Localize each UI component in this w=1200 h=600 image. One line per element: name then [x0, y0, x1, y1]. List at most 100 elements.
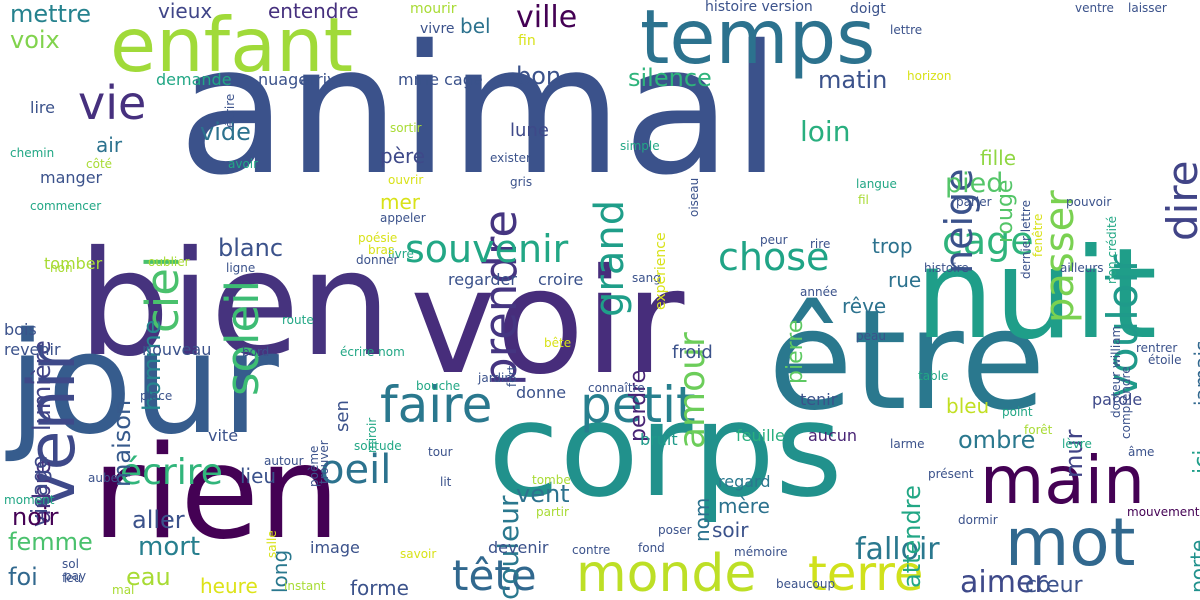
word-111: fin	[518, 33, 536, 49]
word-43: voix	[10, 26, 60, 54]
word-35: ville	[516, 0, 578, 35]
word-149: peau	[856, 329, 886, 343]
word-30: oeil	[320, 447, 392, 493]
word-126: côté	[86, 157, 113, 171]
word-60: vent	[516, 480, 570, 508]
word-39: pied	[945, 168, 1004, 199]
word-131: donner	[356, 253, 399, 267]
word-74: fille	[980, 146, 1017, 170]
word-5: corps	[488, 374, 843, 526]
word-59: forme	[350, 576, 409, 600]
word-54: foi	[8, 563, 38, 591]
word-182: instant	[284, 579, 326, 593]
word-116: laisser	[1128, 1, 1167, 15]
word-82: mer	[380, 190, 421, 214]
word-101: bois	[4, 320, 37, 339]
word-80: rue	[888, 268, 922, 292]
word-58: heure	[200, 574, 258, 598]
word-81: père	[380, 144, 426, 168]
word-72: porte	[1186, 539, 1200, 593]
word-119: simple	[620, 139, 660, 153]
word-84: bel	[460, 14, 491, 38]
word-128: livre	[388, 247, 414, 261]
word-63: lieu	[240, 464, 277, 488]
word-105: demande	[156, 70, 232, 89]
word-155: connaître	[588, 381, 645, 395]
word-11: main	[980, 442, 1145, 519]
word-87: froid	[672, 342, 713, 363]
word-183: beaucoup	[776, 577, 836, 591]
word-169: présent	[928, 467, 974, 481]
word-107: arriver	[300, 70, 354, 89]
word-187: poème	[307, 445, 321, 487]
word-139: langue	[856, 177, 897, 191]
word-66: soir	[712, 518, 749, 542]
word-165: aube	[88, 471, 118, 485]
word-145: route	[282, 313, 314, 327]
word-173: poser	[658, 523, 692, 537]
word-44: entendre	[268, 0, 359, 23]
word-104: tomber	[44, 254, 103, 273]
word-124: avoir	[228, 157, 259, 171]
word-52: noir	[12, 503, 59, 531]
word-135: peur	[760, 233, 788, 247]
word-1: bien	[78, 220, 392, 389]
word-153: jardin	[478, 371, 512, 385]
word-136: rire	[810, 237, 831, 251]
word-0: animal	[178, 7, 782, 214]
word-9: temps	[640, 0, 876, 81]
word-197: comprendre	[1119, 366, 1133, 439]
word-185: sen	[332, 400, 353, 432]
word-61: nom	[690, 497, 714, 542]
word-12: mot	[1005, 504, 1136, 581]
word-3: rien	[92, 419, 341, 568]
word-70: jamais	[1190, 340, 1200, 406]
word-141: parler	[956, 195, 992, 209]
word-13: monde	[576, 544, 757, 600]
word-164: autour	[264, 454, 304, 468]
word-68: ombre	[958, 426, 1036, 454]
word-142: pouvoir	[1066, 195, 1112, 209]
word-91: feuille	[736, 426, 785, 445]
word-69: bleu	[946, 394, 990, 418]
word-34: aimer	[960, 565, 1047, 600]
word-89: parole	[1092, 390, 1143, 409]
word-7: nuit	[915, 222, 1158, 367]
word-147: écrire nom	[340, 345, 405, 359]
word-160: larme	[890, 437, 925, 451]
word-67: cœur	[1025, 573, 1083, 598]
word-174: fond	[638, 541, 665, 555]
word-71: ici	[1190, 449, 1200, 474]
word-180: pay	[64, 569, 87, 583]
word-115: ventre	[1075, 1, 1114, 15]
word-162: tour	[428, 445, 453, 459]
word-15: faire	[380, 376, 493, 434]
word-143: histoire	[924, 261, 969, 275]
word-114: lettre	[890, 23, 923, 37]
word-56: aller	[132, 506, 185, 534]
word-167: tombe	[532, 473, 571, 487]
word-83: air	[96, 133, 123, 157]
word-171: dormir	[958, 513, 998, 527]
word-36: silence	[628, 64, 712, 92]
word-2: jour	[8, 303, 279, 466]
word-109: vivre	[420, 21, 455, 37]
word-113: doigt	[850, 1, 886, 17]
word-154: bouche	[416, 379, 461, 393]
word-148: bête	[544, 336, 572, 350]
word-75: pierre	[783, 319, 808, 384]
word-28: grand	[587, 199, 633, 317]
word-159: lèvre	[1062, 437, 1092, 451]
word-4: voir	[410, 238, 685, 407]
word-198: écrire	[223, 93, 237, 128]
word-127: commencer	[30, 199, 102, 213]
word-95: image	[310, 538, 360, 557]
word-42: mettre	[10, 0, 92, 28]
word-17: vie	[78, 76, 147, 130]
word-90: aucun	[808, 426, 858, 445]
word-46: bon	[516, 62, 562, 90]
word-26: passer	[1037, 190, 1083, 323]
word-33: falloir	[855, 532, 940, 567]
word-21: souvenir	[405, 227, 569, 271]
